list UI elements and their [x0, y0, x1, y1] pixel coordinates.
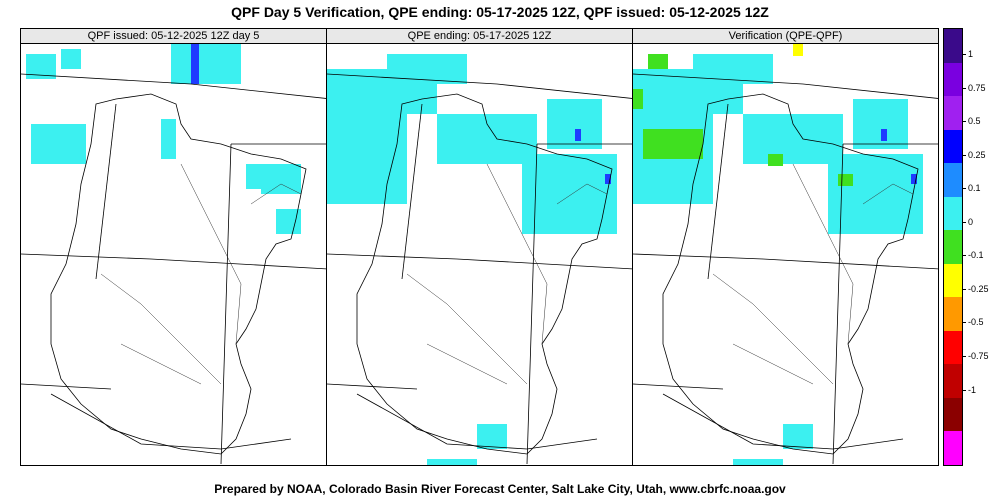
colorbar-label: 0.1 — [968, 183, 981, 194]
rivers — [712, 163, 914, 385]
colorbar-label: -0.1 — [968, 250, 984, 261]
basin-outline — [50, 93, 307, 455]
colorbar-tick — [963, 154, 966, 156]
colorbar-segment — [944, 230, 962, 265]
colorbar-segment — [944, 129, 962, 164]
map-verification — [633, 44, 938, 465]
map-panel-qpf: QPF issued: 05-12-2025 12Z day 5 — [20, 28, 327, 466]
colorbar-segment — [944, 330, 962, 365]
map-qpe — [327, 54, 632, 465]
basin-outline — [662, 93, 919, 455]
map-panel-verification: Verification (QPE-QPF) — [632, 28, 939, 466]
basin-outline — [356, 93, 613, 455]
colorbar-segment — [944, 431, 962, 466]
precip-peak — [575, 129, 581, 141]
colorbar-label: -0.75 — [968, 351, 989, 361]
colorbar — [943, 28, 963, 466]
colorbar-label: 0.5 — [968, 116, 981, 127]
colorbar-tick — [963, 322, 966, 324]
precip-peak — [911, 174, 917, 184]
colorbar-label: -0.25 — [968, 283, 989, 294]
colorbar-segment — [944, 297, 962, 332]
colorbar-label: 0 — [968, 216, 974, 227]
colorbar-tick — [963, 221, 966, 223]
colorbar-segment — [944, 163, 962, 198]
rivers — [406, 163, 608, 385]
map-qpf — [21, 44, 326, 465]
state-lines — [327, 73, 632, 465]
colorbar-label: 1 — [968, 49, 974, 60]
panel-title: QPE ending: 05-17-2025 12Z — [327, 29, 632, 44]
colorbar-label: -0.5 — [968, 317, 984, 328]
colorbar-tick — [963, 389, 966, 391]
underforecast-areas — [633, 54, 853, 186]
colorbar-label: 0.75 — [968, 82, 986, 93]
page-title: QPF Day 5 Verification, QPE ending: 05-1… — [231, 4, 769, 20]
precip-peak — [881, 129, 887, 141]
state-lines — [21, 73, 326, 465]
panel-title: QPF issued: 05-12-2025 12Z day 5 — [21, 29, 326, 44]
precip-areas — [327, 54, 617, 465]
colorbar-tick — [963, 121, 966, 123]
colorbar-tick — [963, 255, 966, 257]
colorbar-tick — [963, 188, 966, 190]
colorbar-tick — [963, 87, 966, 89]
colorbar-tick — [963, 288, 966, 290]
colorbar-segment — [944, 397, 962, 432]
colorbar-tick — [963, 54, 966, 56]
colorbar-label: 0.25 — [968, 149, 986, 160]
colorbar-label: -1 — [968, 384, 977, 395]
colorbar-segment — [944, 263, 962, 298]
state-lines — [633, 73, 938, 465]
precip-peak — [605, 174, 611, 184]
precip-areas — [26, 44, 301, 234]
precip-peak — [191, 44, 199, 84]
map-panel-qpe: QPE ending: 05-17-2025 12Z — [326, 28, 633, 466]
colorbar-tick — [963, 356, 966, 357]
precip-peak — [793, 44, 803, 56]
panel-title: Verification (QPE-QPF) — [633, 29, 938, 44]
colorbar-segment — [944, 364, 962, 399]
colorbar-segment — [944, 62, 962, 97]
colorbar-segment — [944, 96, 962, 131]
colorbar-segment — [944, 29, 962, 63]
colorbar-segment — [944, 196, 962, 231]
footer-credit: Prepared by NOAA, Colorado Basin River F… — [214, 482, 786, 496]
rivers — [100, 163, 302, 385]
